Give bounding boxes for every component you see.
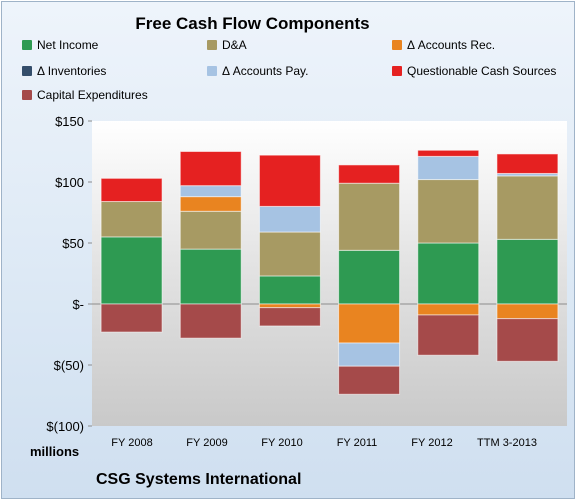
bar-segment: [417, 242, 480, 305]
x-tick-label: FY 2012: [411, 437, 453, 449]
y-tick-label: $(100): [46, 419, 84, 434]
bar-segment: [179, 185, 242, 198]
bar-segment: [417, 314, 480, 356]
bar-segment: [179, 196, 242, 212]
bar-segment: [100, 303, 163, 333]
bar-segment: [496, 175, 559, 240]
legend-label: Net Income: [37, 38, 99, 52]
bar-segment: [338, 342, 401, 367]
plot-area: [92, 121, 567, 426]
bar-segment: [496, 153, 559, 174]
legend-item-questionable-cash: Questionable Cash Sources: [392, 64, 556, 78]
bar-segment: [258, 154, 321, 207]
chart-title: Free Cash Flow Components: [135, 14, 370, 33]
bar-segment: [179, 151, 242, 187]
x-tick-label: FY 2008: [111, 437, 153, 449]
bar-segment: [258, 307, 321, 327]
bar-segment: [100, 236, 163, 305]
legend-item-capex: Capital Expenditures: [22, 88, 148, 102]
legend-label: Δ Accounts Pay.: [222, 64, 309, 78]
legend-item-da: D&A: [207, 38, 247, 52]
x-tick-label: FY 2010: [261, 437, 303, 449]
legend-swatch-accounts-pay: [207, 66, 217, 76]
bar-segment: [338, 249, 401, 305]
y-tick-label: $100: [55, 175, 84, 190]
bar-segment: [417, 149, 480, 157]
legend-swatch-accounts-rec: [392, 40, 402, 50]
legend-item-accounts-pay: Δ Accounts Pay.: [207, 64, 309, 78]
legend-item-inventories: Δ Inventories: [22, 64, 106, 78]
bar-segment: [258, 231, 321, 277]
bar-segment: [258, 205, 321, 233]
bar-segment: [338, 164, 401, 184]
y-tick-label: $-: [72, 297, 84, 312]
bar-segment: [100, 201, 163, 238]
x-tick-label: FY 2011: [336, 437, 378, 449]
legend-label: D&A: [222, 38, 247, 52]
legend-swatch-questionable-cash: [392, 66, 402, 76]
bar-segment: [179, 303, 242, 339]
bar-segment: [496, 238, 559, 305]
legend-item-net-income: Net Income: [22, 38, 98, 52]
x-tick-label: FY 2009: [186, 437, 228, 449]
bar-segment: [179, 210, 242, 250]
legend-swatch-capex: [22, 90, 32, 100]
legend-swatch-inventories: [22, 66, 32, 76]
bar-segment: [179, 248, 242, 305]
legend-item-accounts-rec: Δ Accounts Rec.: [392, 38, 495, 52]
y-tick-label: $(50): [53, 358, 84, 373]
bar-segment: [258, 303, 321, 309]
legend-swatch-net-income: [22, 40, 32, 50]
y-tick-label: $150: [55, 114, 84, 129]
units-label: millions: [30, 444, 80, 459]
bar-segment: [417, 179, 480, 244]
bar-segment: [100, 177, 163, 203]
bar-segment: [496, 303, 559, 320]
y-tick-label: $50: [62, 236, 84, 251]
legend-label: Questionable Cash Sources: [407, 64, 557, 78]
bar-segment: [417, 155, 480, 181]
bar-segment: [338, 365, 401, 395]
legend-label: Δ Inventories: [37, 64, 107, 78]
source-label: CSG Systems International: [96, 471, 302, 488]
bar-segment: [338, 303, 401, 344]
x-tick-label: TTM 3-2013: [477, 437, 537, 449]
bar-segment: [417, 303, 480, 316]
legend-swatch-da: [207, 40, 217, 50]
legend-label: Capital Expenditures: [37, 88, 148, 102]
bar-segment: [338, 182, 401, 251]
bar-segment: [496, 318, 559, 362]
bar-segment: [258, 275, 321, 305]
legend-label: Δ Accounts Rec.: [407, 38, 496, 52]
